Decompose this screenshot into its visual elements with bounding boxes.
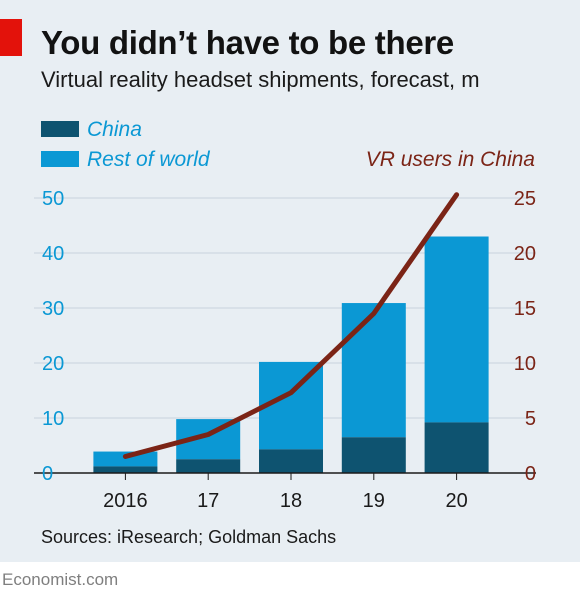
y-left-tick-label: 10 <box>42 408 64 430</box>
y-right-tick-label: 20 <box>514 243 536 265</box>
axis-lines <box>34 472 536 480</box>
bar-china <box>424 422 489 473</box>
brand-red-tag <box>0 19 22 56</box>
y-right-tick-label: 5 <box>525 408 536 430</box>
y-left-tick-label: 40 <box>42 243 64 265</box>
chart-plot-area: 0 10 20 30 40 50 0 5 10 15 20 25 2016 17 18 19 20 <box>34 188 536 512</box>
bar-china <box>93 466 158 473</box>
chart-subtitle: Virtual reality headset shipments, forec… <box>41 67 480 92</box>
x-tick-label: 20 <box>445 490 467 512</box>
y-right-tick-label: 25 <box>514 188 536 210</box>
legend-label-vr-users: VR users in China <box>365 148 535 171</box>
x-tick-label: 18 <box>280 490 302 512</box>
tick-labels: 0 10 20 30 40 50 0 5 10 15 20 25 2016 17 18 19 20 <box>42 188 536 512</box>
legend-swatch-china <box>41 121 79 137</box>
x-tick-label: 17 <box>197 490 219 512</box>
x-tick-label: 2016 <box>103 490 148 512</box>
y-left-tick-label: 20 <box>42 353 64 375</box>
bar-rest-of-world <box>424 236 489 423</box>
y-right-tick-label: 15 <box>514 298 536 320</box>
x-tick-label: 19 <box>363 490 385 512</box>
y-right-tick-label: 10 <box>514 353 536 375</box>
line-series <box>122 192 460 459</box>
bar-china <box>341 437 406 473</box>
legend-swatch-rest-of-world <box>41 151 79 167</box>
legend-label-rest-of-world: Rest of world <box>87 148 210 171</box>
y-left-tick-label: 0 <box>42 463 53 485</box>
bar-china <box>176 459 241 473</box>
bar-china <box>259 449 323 473</box>
y-left-tick-label: 30 <box>42 298 64 320</box>
bar-series <box>93 236 489 473</box>
bar-rest-of-world <box>341 303 406 438</box>
chart-title: You didn’t have to be there <box>41 24 454 61</box>
y-right-tick-label: 0 <box>525 463 536 485</box>
y-left-tick-label: 50 <box>42 188 64 210</box>
brand-label: Economist.com <box>2 570 119 589</box>
legend-label-china: China <box>87 118 142 141</box>
source-note: Sources: iResearch; Goldman Sachs <box>41 527 337 547</box>
